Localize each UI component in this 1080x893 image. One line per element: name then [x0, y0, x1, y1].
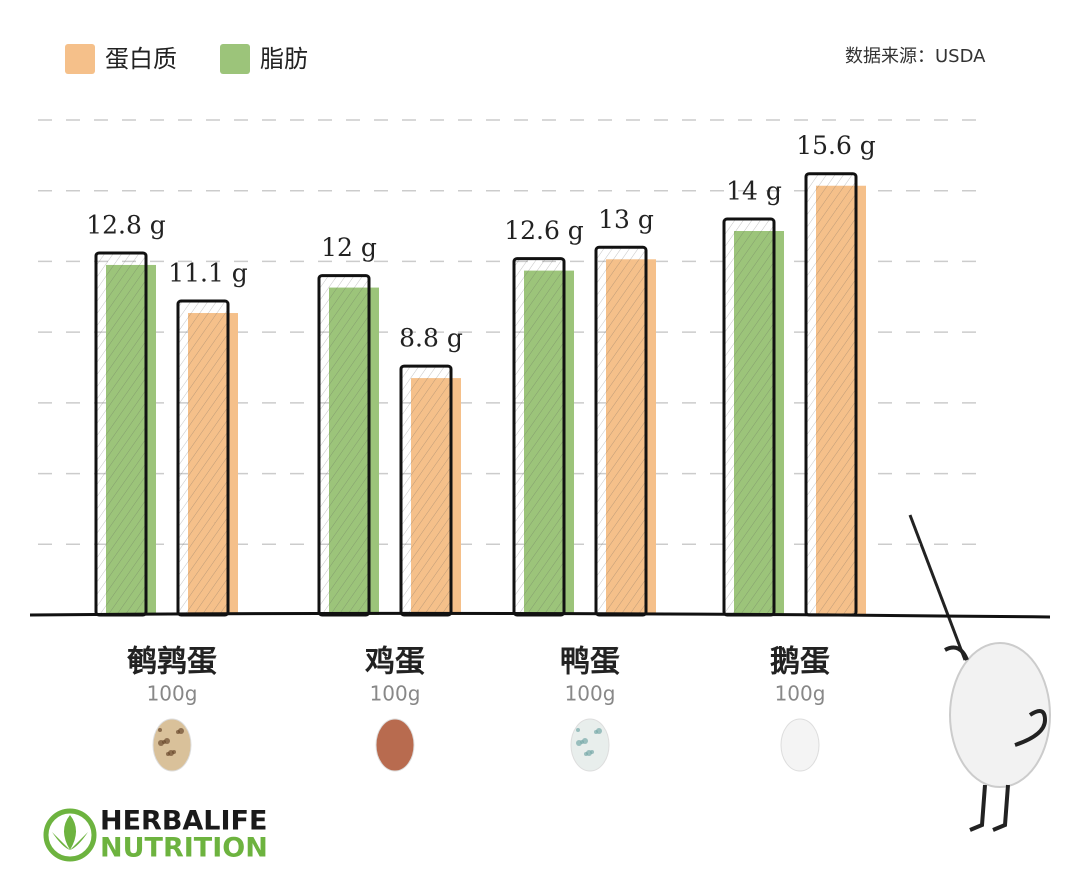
value-label: 11.1 g	[168, 259, 248, 288]
value-label: 8.8 g	[399, 324, 463, 353]
bar-outline	[722, 217, 776, 617]
legend-swatch	[220, 44, 250, 74]
egg-speck	[158, 728, 162, 732]
legend-label: 脂肪	[260, 45, 308, 73]
category-label: 鸡蛋	[365, 645, 425, 680]
bar-outline	[399, 364, 453, 617]
value-label: 13 g	[598, 205, 654, 234]
source: 数据来源：USDA	[845, 46, 986, 67]
baseline	[29, 611, 1051, 619]
egg-speck	[166, 752, 170, 756]
egg-speck	[176, 730, 180, 734]
egg-mascot	[908, 514, 1051, 832]
egg-icon	[780, 718, 820, 772]
value-label: 15.6 g	[796, 131, 876, 160]
egg-icon	[375, 718, 415, 772]
category-note: 100g	[147, 682, 198, 706]
egg-speck	[584, 752, 588, 756]
value-label: 12 g	[321, 233, 377, 262]
bar-outline	[317, 274, 371, 617]
category-note: 100g	[565, 682, 616, 706]
egg-speck	[158, 740, 164, 746]
logo-line1: HERBALIFE	[100, 806, 267, 837]
category-label: 鹅蛋	[770, 645, 830, 680]
value-label: 14 g	[726, 177, 782, 206]
bar-outline	[594, 245, 648, 617]
bar-outline	[94, 251, 148, 617]
category-note: 100g	[370, 682, 421, 706]
egg-speck	[576, 728, 580, 732]
category-label: 鹌鹑蛋	[127, 645, 217, 680]
logo-mark	[43, 808, 97, 862]
value-label: 12.6 g	[504, 216, 584, 245]
bar-outline	[176, 299, 230, 617]
egg-speck	[576, 740, 582, 746]
logo-line2: NUTRITION	[100, 833, 268, 864]
legend-label: 蛋白质	[105, 45, 177, 73]
value-label: 12.8 g	[86, 210, 166, 239]
category-label: 鸭蛋	[560, 645, 620, 680]
category-note: 100g	[775, 682, 826, 706]
bar-outline	[804, 172, 858, 617]
egg-icon	[152, 718, 192, 772]
legend-swatch	[65, 44, 95, 74]
bar-outline	[512, 257, 566, 617]
egg-icon	[570, 718, 610, 772]
egg-speck	[594, 730, 598, 734]
